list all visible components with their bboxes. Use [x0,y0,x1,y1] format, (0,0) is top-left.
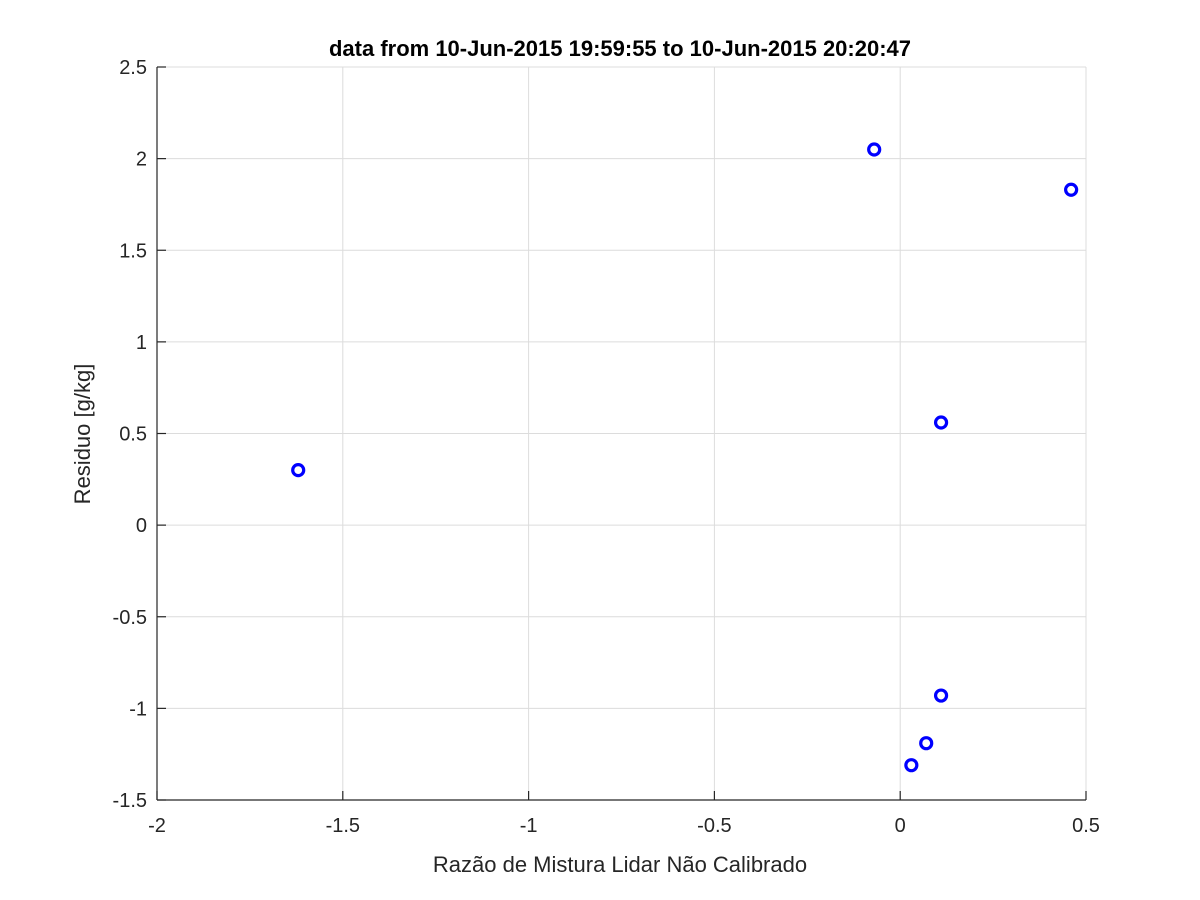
x-tick-label: -1 [520,815,538,837]
x-axis-ticks: -2 -1.5 -1 -0.5 0 0.5 [148,791,1100,837]
data-point [919,736,934,751]
x-axis-label: Razão de Mistura Lidar Não Calibrado [433,852,807,877]
y-tick-label: -1 [129,698,147,720]
data-point [933,415,949,430]
data-point [904,758,919,773]
y-tick-label: -1.5 [113,790,147,812]
y-tick-label: 1 [136,332,147,354]
chart-title: data from 10-Jun-2015 19:59:55 to 10-Jun… [329,36,911,61]
data-point [1064,182,1079,197]
y-tick-label: 2 [136,149,147,171]
y-axis-label: Residuo [g/kg] [70,364,95,505]
y-tick-label: 0 [136,515,147,537]
y-tick-label: 0.5 [119,424,147,446]
y-tick-label: -0.5 [113,607,147,629]
data-point [933,688,949,703]
x-tick-label: -0.5 [697,815,731,837]
y-axis-ticks: -1.5 -1 -0.5 0 0.5 1 1.5 2 2.5 [113,57,166,812]
grid [156,66,1087,801]
data-point [291,463,306,478]
x-tick-label: -1.5 [326,815,360,837]
y-tick-label: 2.5 [119,57,147,79]
data-point [867,142,882,157]
x-tick-label: 0.5 [1072,815,1100,837]
y-tick-label: 1.5 [119,240,147,262]
x-tick-label: -2 [148,815,166,837]
x-tick-label: 0 [895,815,906,837]
data-points [291,142,1079,773]
